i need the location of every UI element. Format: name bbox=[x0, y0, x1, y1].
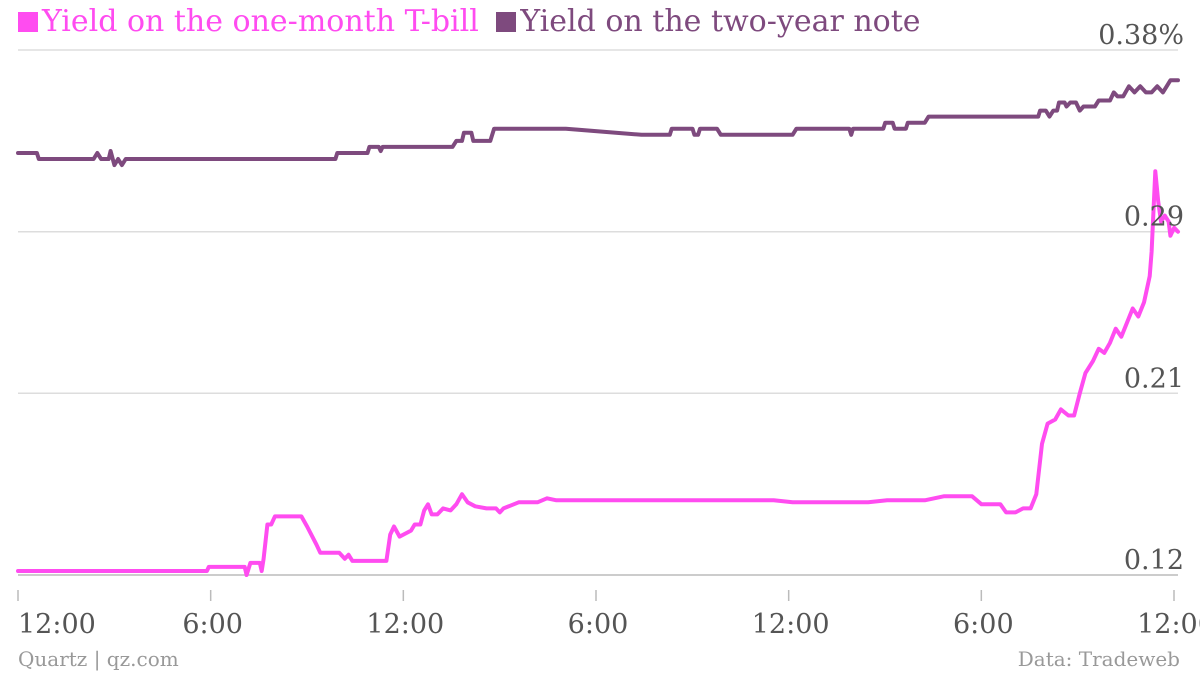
legend-item-tbill: Yield on the one-month T-bill bbox=[18, 4, 479, 39]
series-line-two-year bbox=[16, 78, 1180, 168]
x-tick-label: 12:00 bbox=[366, 609, 444, 640]
x-tick-label: 6:00 bbox=[953, 609, 1014, 640]
chart-legend: Yield on the one-month T-bill Yield on t… bbox=[18, 4, 929, 39]
x-tick-label: 6:00 bbox=[568, 609, 629, 640]
x-tick-label: 12:00 bbox=[1137, 609, 1200, 640]
series-lines bbox=[16, 78, 1180, 577]
grid-lines bbox=[18, 49, 1178, 576]
y-tick-label: 0.38% bbox=[1098, 20, 1184, 51]
data-source: Data: Tradeweb bbox=[1017, 647, 1180, 671]
x-tick-label: 6:00 bbox=[182, 609, 243, 640]
y-tick-labels: 0.12 0.21 0.29 0.38% bbox=[1098, 20, 1184, 576]
x-tick-label: 12:00 bbox=[18, 609, 96, 640]
legend-item-two-year: Yield on the two-year note bbox=[496, 4, 921, 39]
y-tick-label: 0.12 bbox=[1124, 545, 1184, 576]
x-tick-label: 12:00 bbox=[752, 609, 830, 640]
y-tick-label: 0.21 bbox=[1124, 363, 1184, 394]
source-credit: Quartz | qz.com bbox=[18, 647, 179, 671]
series-line-tbill bbox=[16, 169, 1180, 577]
y-tick-label: 0.29 bbox=[1124, 202, 1184, 233]
legend-swatch-tbill bbox=[18, 12, 38, 32]
legend-label-two-year: Yield on the two-year note bbox=[520, 4, 921, 39]
legend-label-tbill: Yield on the one-month T-bill bbox=[42, 4, 479, 39]
legend-swatch-two-year bbox=[496, 12, 517, 32]
x-tick-labels: 12:00 6:00 12:00 6:00 12:00 6:00 12:00 bbox=[17, 590, 1200, 640]
